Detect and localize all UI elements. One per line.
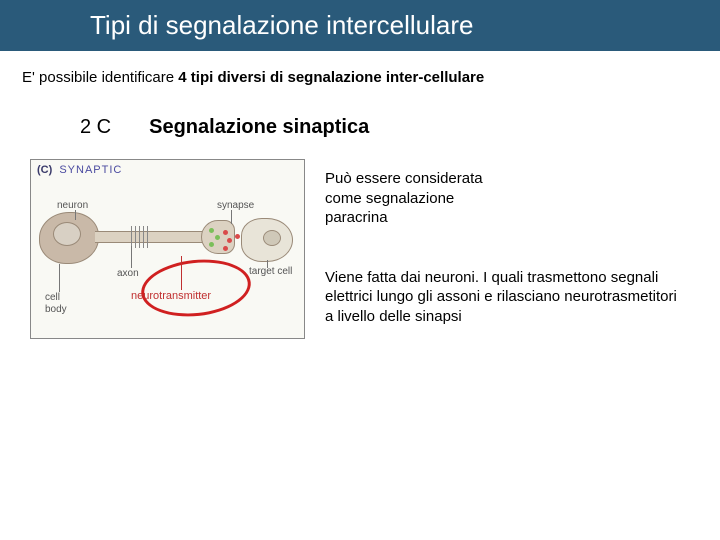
target-nucleus bbox=[263, 230, 281, 246]
vesicle-icon bbox=[215, 235, 220, 240]
vesicle-icon bbox=[223, 246, 228, 251]
panel-letter: (C) bbox=[37, 164, 52, 176]
label-neurotransmitter: neurotransmitter bbox=[131, 290, 211, 302]
label-synapse: synapse bbox=[217, 200, 254, 211]
subtitle-prefix: E' possibile identificare bbox=[22, 69, 178, 86]
vesicle-icon bbox=[223, 230, 228, 235]
leader-line bbox=[231, 210, 232, 224]
label-target-cell: target cell bbox=[249, 266, 292, 277]
section-heading: Segnalazione sinaptica bbox=[149, 116, 369, 139]
paragraph-2: Viene fatta dai neuroni. I quali trasmet… bbox=[325, 268, 685, 327]
vesicle-icon bbox=[235, 234, 240, 239]
content-area: (C) SYNAPTIC neuron synapse axon target … bbox=[0, 139, 720, 339]
diagram-header: (C) SYNAPTIC bbox=[37, 164, 122, 176]
leader-line bbox=[75, 210, 76, 220]
section-row: 2 C Segnalazione sinaptica bbox=[0, 86, 720, 139]
neuron-nucleus bbox=[53, 222, 81, 246]
subtitle-row: E' possibile identificare 4 tipi diversi… bbox=[0, 51, 720, 86]
label-neuron: neuron bbox=[57, 200, 88, 211]
leader-line bbox=[131, 246, 132, 268]
axon-break-marks bbox=[131, 226, 151, 248]
label-axon: axon bbox=[117, 268, 139, 279]
text-column: Può essere considerata come segnalazione… bbox=[305, 159, 685, 339]
slide-title: Tipi di segnalazione intercellulare bbox=[90, 10, 473, 40]
leader-line bbox=[181, 256, 182, 290]
label-body: body bbox=[45, 304, 67, 315]
vesicle-icon bbox=[227, 238, 232, 243]
subtitle-bold: 4 tipi diversi di segnalazione inter-cel… bbox=[178, 69, 484, 86]
vesicle-icon bbox=[209, 242, 214, 247]
leader-line bbox=[59, 264, 60, 292]
paragraph-1: Può essere considerata come segnalazione… bbox=[325, 169, 505, 228]
panel-title: SYNAPTIC bbox=[59, 164, 122, 176]
slide-title-bar: Tipi di segnalazione intercellulare bbox=[0, 0, 720, 51]
highlight-circle bbox=[138, 254, 253, 321]
label-cell: cell bbox=[45, 292, 60, 303]
synaptic-diagram: (C) SYNAPTIC neuron synapse axon target … bbox=[30, 159, 305, 339]
vesicle-icon bbox=[209, 228, 214, 233]
section-number: 2 C bbox=[80, 116, 111, 139]
